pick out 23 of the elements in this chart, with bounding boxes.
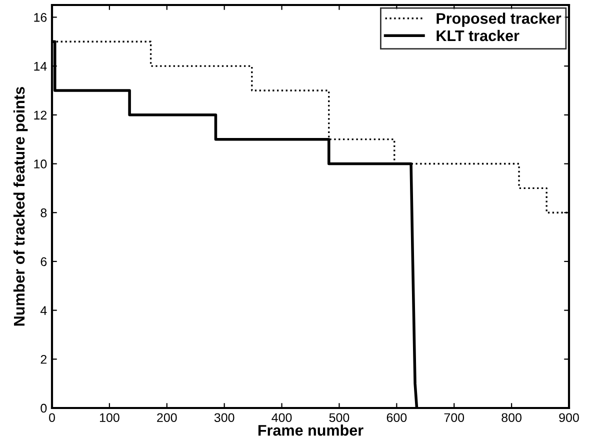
x-tick-label: 100 <box>100 413 120 422</box>
x-tick-label: 500 <box>329 413 350 422</box>
y-tick-label: 2 <box>40 354 47 364</box>
x-tick-label: 700 <box>444 413 464 422</box>
y-tick-label: 8 <box>40 208 47 218</box>
x-axis-title: Frame number <box>258 424 364 436</box>
y-tick-label: 14 <box>34 62 47 71</box>
y-tick-label: 0 <box>40 404 47 413</box>
x-tick-label: 200 <box>157 413 177 422</box>
legend-label: Proposed tracker <box>436 12 562 27</box>
legend-label: KLT tracker <box>436 30 520 42</box>
y-tick-label: 10 <box>34 160 47 168</box>
y-tick-label: 6 <box>40 257 47 266</box>
x-tick-label: 300 <box>214 413 234 422</box>
y-tick-label: 12 <box>34 110 47 120</box>
y-axis-title: Number of tracked feature points <box>13 86 28 326</box>
x-tick-label: 600 <box>386 413 407 422</box>
y-tick-label: 16 <box>34 13 47 22</box>
x-tick-label: 0 <box>49 413 55 422</box>
x-tick-label: 400 <box>272 413 292 422</box>
x-tick-label: 800 <box>502 413 522 422</box>
x-tick-label: 900 <box>559 413 579 422</box>
y-tick-label: 4 <box>40 306 47 315</box>
